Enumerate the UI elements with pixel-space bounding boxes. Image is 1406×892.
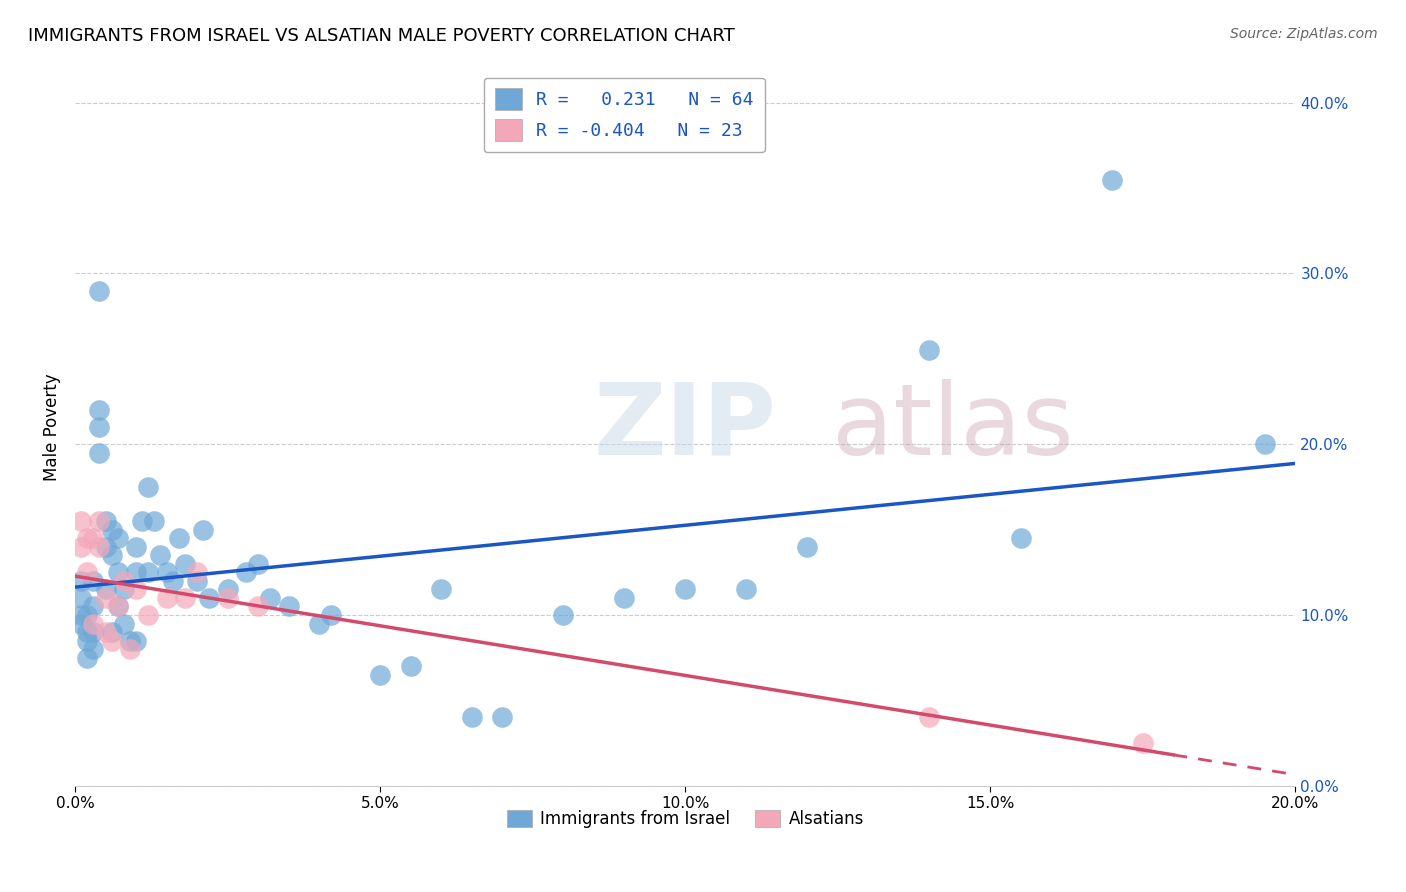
Point xyxy=(460,710,482,724)
Point xyxy=(217,591,239,605)
Point xyxy=(89,446,111,460)
Point xyxy=(70,574,93,588)
Point xyxy=(235,566,257,580)
Point xyxy=(89,540,111,554)
Point xyxy=(167,531,190,545)
Point xyxy=(82,625,104,640)
Point xyxy=(173,591,195,605)
Point xyxy=(76,650,98,665)
Point xyxy=(100,523,122,537)
Point xyxy=(277,599,299,614)
Point xyxy=(94,540,117,554)
Point xyxy=(1010,531,1032,545)
Point xyxy=(94,591,117,605)
Text: atlas: atlas xyxy=(832,378,1073,475)
Point xyxy=(136,566,159,580)
Point xyxy=(1132,736,1154,750)
Point xyxy=(70,540,93,554)
Point xyxy=(100,625,122,640)
Point xyxy=(76,633,98,648)
Point xyxy=(89,403,111,417)
Point xyxy=(149,548,172,562)
Point xyxy=(191,523,214,537)
Point xyxy=(173,557,195,571)
Point xyxy=(217,582,239,597)
Point xyxy=(76,607,98,622)
Point xyxy=(118,633,141,648)
Point xyxy=(89,514,111,528)
Point xyxy=(155,566,177,580)
Point xyxy=(186,574,208,588)
Point xyxy=(82,616,104,631)
Point xyxy=(553,607,575,622)
Point xyxy=(94,625,117,640)
Point xyxy=(82,574,104,588)
Point xyxy=(112,582,135,597)
Point xyxy=(259,591,281,605)
Point xyxy=(131,514,153,528)
Point xyxy=(100,633,122,648)
Point xyxy=(399,659,422,673)
Point xyxy=(125,633,148,648)
Point xyxy=(70,616,93,631)
Point xyxy=(82,599,104,614)
Point xyxy=(198,591,221,605)
Text: Source: ZipAtlas.com: Source: ZipAtlas.com xyxy=(1230,27,1378,41)
Point xyxy=(247,599,270,614)
Point xyxy=(308,616,330,631)
Point xyxy=(796,540,818,554)
Point xyxy=(918,710,941,724)
Point xyxy=(76,531,98,545)
Point xyxy=(125,540,148,554)
Point xyxy=(94,582,117,597)
Point xyxy=(100,548,122,562)
Point xyxy=(918,343,941,358)
Point xyxy=(70,607,93,622)
Point xyxy=(107,599,129,614)
Point xyxy=(143,514,166,528)
Point xyxy=(155,591,177,605)
Point xyxy=(136,480,159,494)
Point xyxy=(125,582,148,597)
Point xyxy=(107,599,129,614)
Point xyxy=(112,616,135,631)
Point xyxy=(321,607,343,622)
Legend: Immigrants from Israel, Alsatians: Immigrants from Israel, Alsatians xyxy=(501,804,870,835)
Point xyxy=(673,582,696,597)
Point xyxy=(613,591,636,605)
Point xyxy=(162,574,184,588)
Text: ZIP: ZIP xyxy=(593,378,776,475)
Point xyxy=(247,557,270,571)
Point xyxy=(1101,172,1123,186)
Point xyxy=(186,566,208,580)
Point xyxy=(89,284,111,298)
Point xyxy=(70,514,93,528)
Point xyxy=(430,582,453,597)
Point xyxy=(118,642,141,657)
Text: IMMIGRANTS FROM ISRAEL VS ALSATIAN MALE POVERTY CORRELATION CHART: IMMIGRANTS FROM ISRAEL VS ALSATIAN MALE … xyxy=(28,27,735,45)
Point xyxy=(94,514,117,528)
Point xyxy=(136,607,159,622)
Point xyxy=(107,531,129,545)
Point xyxy=(89,420,111,434)
Point xyxy=(82,531,104,545)
Point xyxy=(76,625,98,640)
Point xyxy=(107,566,129,580)
Point xyxy=(1254,437,1277,451)
Y-axis label: Male Poverty: Male Poverty xyxy=(44,374,60,481)
Point xyxy=(112,574,135,588)
Point xyxy=(76,566,98,580)
Point xyxy=(735,582,758,597)
Point xyxy=(368,667,391,681)
Point xyxy=(70,591,93,605)
Point xyxy=(82,642,104,657)
Point xyxy=(491,710,513,724)
Point xyxy=(125,566,148,580)
